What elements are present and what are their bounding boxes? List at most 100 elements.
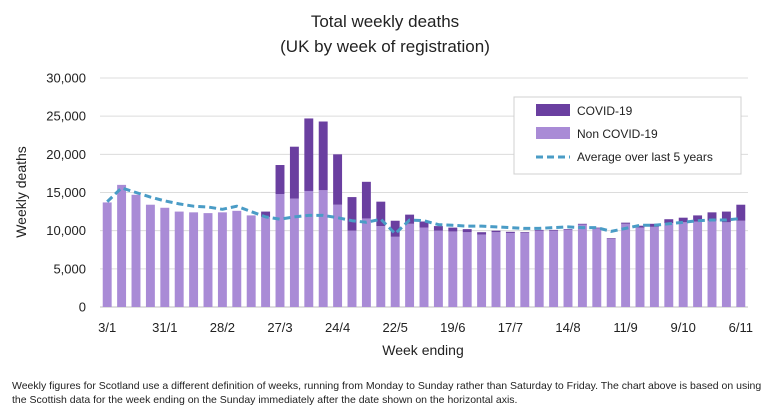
bar-covid (318, 121, 328, 191)
bar-covid (347, 197, 357, 231)
x-axis-label: Week ending (382, 342, 463, 358)
bar-non-covid (174, 211, 184, 307)
bar-non-covid (606, 239, 616, 307)
bar-covid (592, 227, 602, 229)
footnote-line-1: Weekly figures for Scotland use a differ… (12, 380, 762, 392)
bar-non-covid (649, 226, 659, 307)
bar-covid (304, 118, 314, 191)
x-tick-label: 28/2 (210, 320, 235, 335)
y-tick-label: 0 (79, 300, 86, 315)
x-tick-label: 31/1 (152, 320, 177, 335)
bar-non-covid (549, 230, 559, 307)
legend: COVID-19 Non COVID-19 Average over last … (513, 96, 742, 175)
bar-covid (721, 211, 731, 223)
x-tick-label: 6/11 (729, 320, 753, 335)
bar-non-covid (721, 222, 731, 307)
bar-non-covid (289, 198, 299, 307)
x-tick-label: 14/8 (555, 320, 580, 335)
y-axis-ticks: 0 5,000 10,000 15,000 20,000 25,000 30,000 (46, 71, 86, 315)
bar-covid (289, 146, 299, 199)
bar-covid (606, 238, 616, 240)
bar-non-covid (635, 227, 645, 307)
y-tick-label: 15,000 (46, 185, 86, 200)
bar-non-covid (678, 222, 688, 307)
x-tick-label: 17/7 (498, 320, 523, 335)
bar-non-covid (333, 204, 343, 307)
bars (102, 118, 746, 307)
bar-non-covid (707, 220, 717, 307)
bar-non-covid (736, 220, 746, 307)
x-axis-ticks: 3/1 31/1 28/2 27/3 24/4 22/5 19/6 17/7 14/8 11/9 9… (98, 320, 753, 335)
y-tick-label: 30,000 (46, 71, 86, 86)
bar-covid (707, 212, 717, 221)
x-tick-label: 9/10 (671, 320, 696, 335)
bar-non-covid (261, 216, 271, 307)
bar-covid (664, 219, 674, 224)
x-tick-label: 22/5 (383, 320, 408, 335)
bar-non-covid (160, 207, 170, 307)
bar-covid (491, 230, 501, 233)
bar-covid (361, 181, 371, 219)
legend-swatch-covid (536, 104, 570, 116)
bar-covid (678, 217, 688, 223)
bar-non-covid (376, 226, 386, 307)
y-tick-label: 10,000 (46, 223, 86, 238)
bar-non-covid (145, 204, 155, 307)
bar-non-covid (462, 232, 472, 307)
bar-covid (549, 229, 559, 231)
bar-non-covid (347, 230, 357, 307)
bar-covid (577, 223, 587, 225)
bar-covid (261, 211, 271, 217)
bar-non-covid (664, 223, 674, 307)
y-tick-label: 5,000 (53, 261, 86, 276)
bar-non-covid (275, 194, 285, 307)
footnote-line-2: the Scottish data for the week ending on… (12, 394, 518, 406)
bar-non-covid (621, 223, 631, 307)
bar-covid (448, 227, 458, 232)
bar-non-covid (189, 212, 199, 307)
bar-non-covid (592, 228, 602, 307)
bar-non-covid (419, 227, 429, 307)
bar-non-covid (246, 215, 256, 307)
bar-non-covid (232, 210, 242, 307)
bar-non-covid (318, 190, 328, 307)
bar-covid (333, 154, 343, 205)
weekly-deaths-chart: Total weekly deaths (UK by week of regis… (13, 12, 753, 358)
bar-non-covid (477, 234, 487, 307)
bar-non-covid (304, 190, 314, 307)
x-tick-label: 19/6 (440, 320, 465, 335)
bar-covid (736, 204, 746, 221)
bar-non-covid (390, 236, 400, 307)
bar-covid (534, 229, 544, 231)
x-tick-label: 27/3 (267, 320, 292, 335)
bar-non-covid (577, 224, 587, 307)
bar-non-covid (505, 232, 515, 307)
bar-non-covid (448, 231, 458, 307)
bar-covid (520, 232, 530, 233)
chart-title: Total weekly deaths (311, 12, 459, 31)
bar-covid (505, 231, 515, 233)
bar-covid (390, 220, 400, 237)
bar-non-covid (563, 229, 573, 307)
x-tick-label: 11/9 (613, 320, 637, 335)
bar-covid (462, 229, 472, 233)
average-line-group (106, 186, 741, 236)
bar-non-covid (131, 194, 141, 307)
average-line (106, 186, 741, 236)
y-tick-label: 20,000 (46, 147, 86, 162)
bar-non-covid (217, 212, 227, 307)
bar-non-covid (520, 232, 530, 307)
bar-non-covid (693, 221, 703, 307)
bar-covid (693, 215, 703, 222)
legend-swatch-non-covid (536, 127, 570, 139)
bar-covid (477, 232, 487, 235)
bar-non-covid (405, 223, 415, 307)
bar-non-covid (534, 230, 544, 307)
chart-subtitle: (UK by week of registration) (280, 37, 490, 56)
y-axis-label: Weekly deaths (13, 146, 29, 238)
legend-label-average: Average over last 5 years (577, 150, 713, 164)
bar-covid (419, 221, 429, 228)
bar-covid (275, 165, 285, 195)
x-tick-label: 24/4 (325, 320, 350, 335)
bar-covid (563, 229, 573, 230)
